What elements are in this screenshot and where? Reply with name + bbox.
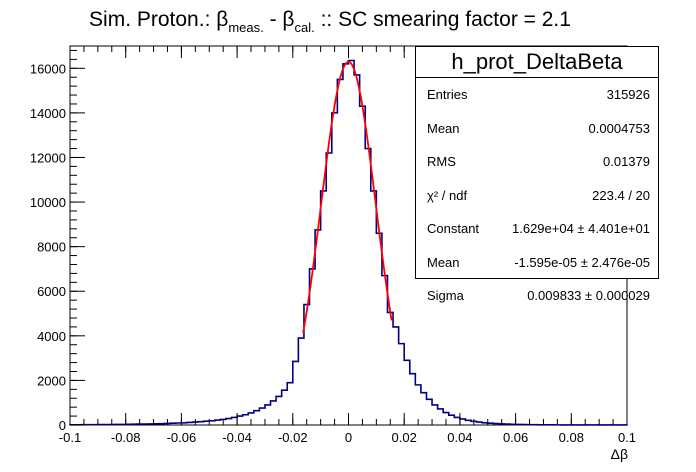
y-tick-label: 14000 — [30, 106, 66, 121]
x-tick-label: 0.08 — [559, 430, 584, 445]
x-tick-label: 0 — [345, 430, 352, 445]
stats-row-value: 223.4 / 20 — [592, 187, 650, 203]
y-tick-label: 4000 — [37, 329, 66, 344]
x-axis-label: Δβ — [611, 446, 628, 462]
stats-rows: Entries 315926 Mean 0.0004753 RMS 0.01379 χ² /… — [416, 78, 658, 313]
x-tick-label: -0.04 — [222, 430, 252, 445]
y-tick-label: 12000 — [30, 150, 66, 165]
stats-box: h_prot_DeltaBeta Entries 315926 Mean 0.0004… — [415, 46, 659, 303]
x-tick-label: -0.06 — [167, 430, 197, 445]
x-tick-label: -0.02 — [278, 430, 308, 445]
x-axis-ticks: -0.1 -0.08 -0.06 -0.04 -0.02 0 0.02 0.04 0.06 0.0… — [59, 46, 636, 445]
stats-row-value: 0.0004753 — [588, 120, 650, 136]
y-tick-label: 0 — [59, 418, 66, 433]
gaussian-fit-line — [302, 60, 393, 333]
chart-title: Sim. Proton.: βmeas. - βcal. :: SC smear… — [89, 8, 571, 35]
stats-row-label: χ² / ndf — [427, 187, 468, 203]
x-tick-label: -0.08 — [111, 430, 141, 445]
stats-box-title: h_prot_DeltaBeta — [416, 47, 658, 78]
stats-row-label: Mean — [427, 254, 460, 270]
x-tick-label: 0.06 — [503, 430, 528, 445]
gaussian-fit-series — [302, 60, 393, 333]
stats-row: Mean -1.595e-05 ± 2.476e-05 — [416, 246, 658, 280]
x-tick-label: 0.1 — [618, 430, 636, 445]
x-tick-label: 0.04 — [447, 430, 472, 445]
stats-row-value: 315926 — [606, 87, 650, 102]
y-tick-label: 8000 — [37, 240, 66, 255]
y-tick-label: 2000 — [37, 373, 66, 388]
stats-row-label: RMS — [427, 154, 456, 169]
stats-row-label: Entries — [427, 87, 468, 102]
y-axis-ticks: 0 2000 4000 6000 8000 10000 12000 14000 16000 — [30, 49, 85, 433]
stats-row: Constant 1.629e+04 ± 4.401e+01 — [416, 212, 658, 246]
stats-row: Mean 0.0004753 — [416, 112, 658, 146]
x-tick-label: 0.02 — [392, 430, 417, 445]
stats-row: Sigma 0.009833 ± 0.000029 — [416, 279, 658, 313]
stats-row-label: Mean — [427, 120, 460, 136]
stats-row-value: -1.595e-05 ± 2.476e-05 — [514, 254, 650, 270]
stats-row: χ² / ndf 223.4 / 20 — [416, 179, 658, 213]
y-tick-label: 6000 — [37, 284, 66, 299]
stats-row-value: 0.009833 ± 0.000029 — [527, 288, 650, 303]
x-tick-label: -0.1 — [59, 430, 81, 445]
y-tick-label: 16000 — [30, 61, 66, 76]
stats-row-value: 0.01379 — [603, 154, 650, 169]
stats-row-label: Sigma — [427, 288, 464, 303]
stats-row-value: 1.629e+04 ± 4.401e+01 — [512, 221, 650, 236]
y-tick-label: 10000 — [30, 195, 66, 210]
stats-row: Entries 315926 — [416, 78, 658, 112]
stats-row-label: Constant — [427, 221, 480, 236]
stats-row: RMS 0.01379 — [416, 145, 658, 179]
